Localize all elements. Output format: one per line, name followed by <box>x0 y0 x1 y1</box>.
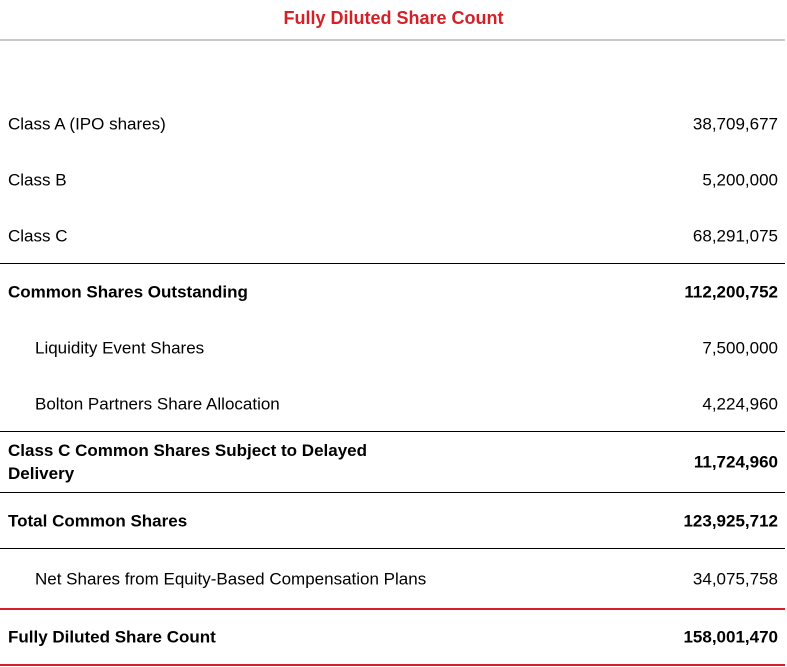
row-value: 123,925,712 <box>683 511 778 531</box>
row-label: Fully Diluted Share Count <box>8 627 216 647</box>
row-value: 7,500,000 <box>702 338 778 358</box>
row-label: Class A (IPO shares) <box>8 114 166 134</box>
divider <box>0 263 785 264</box>
row-label: Class B <box>8 170 67 190</box>
row-value: 4,224,960 <box>702 394 778 414</box>
divider <box>0 548 785 549</box>
row-label: Liquidity Event Shares <box>35 338 205 358</box>
row-value: 68,291,075 <box>692 226 778 246</box>
divider <box>0 492 785 493</box>
divider <box>0 431 785 432</box>
row-label: Class C Common Shares Subject to Delayed… <box>8 441 367 483</box>
row-label: Common Shares Outstanding <box>8 282 248 302</box>
row-value: 5,200,000 <box>702 170 778 190</box>
row-label: Class C <box>8 226 68 246</box>
row-value: 11,724,960 <box>693 452 778 472</box>
title: Fully Diluted Share Count <box>283 8 504 28</box>
row-value: 38,709,677 <box>692 114 778 134</box>
divider <box>0 664 785 666</box>
divider <box>0 608 785 610</box>
row-value: 158,001,470 <box>683 627 778 647</box>
divider <box>0 39 785 41</box>
row-label: Net Shares from Equity-Based Compensatio… <box>35 569 427 589</box>
row-label: Bolton Partners Share Allocation <box>35 394 280 414</box>
row-label: Total Common Shares <box>8 511 188 531</box>
row-value: 34,075,758 <box>692 569 778 589</box>
row-value: 112,200,752 <box>684 282 778 302</box>
